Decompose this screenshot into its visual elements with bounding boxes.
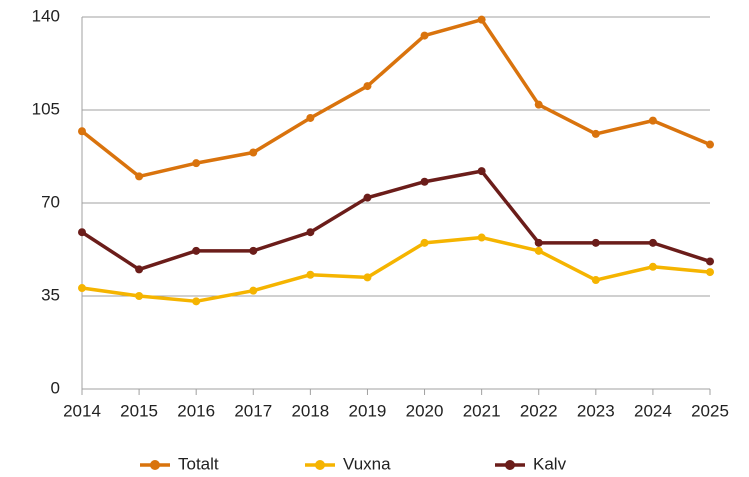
point (591, 276, 600, 285)
point (648, 116, 657, 125)
point (249, 286, 258, 295)
point (706, 268, 714, 277)
x-tick-label: 2016 (177, 401, 215, 420)
y-tick-label: 105 (32, 99, 60, 118)
legend-marker (505, 460, 515, 470)
y-tick-label: 70 (41, 192, 60, 211)
legend-marker (150, 460, 160, 470)
x-tick-label: 2014 (63, 401, 101, 420)
point (249, 246, 258, 255)
point (534, 238, 543, 247)
point (648, 262, 657, 271)
legend-label: Kalv (533, 454, 567, 473)
x-tick-label: 2024 (634, 401, 672, 420)
point (706, 140, 714, 149)
x-tick-label: 2025 (691, 401, 729, 420)
point (135, 292, 144, 300)
point (135, 172, 144, 181)
point (648, 238, 657, 247)
point (420, 31, 429, 40)
point (249, 148, 258, 157)
point (306, 270, 315, 279)
point (534, 100, 543, 109)
point (78, 127, 86, 136)
point (192, 297, 201, 306)
point (135, 265, 144, 274)
point (420, 177, 429, 186)
y-tick-label: 35 (41, 285, 60, 304)
point (78, 228, 86, 237)
point (192, 246, 201, 255)
point (363, 82, 372, 91)
point (306, 228, 315, 237)
y-tick-label: 140 (32, 6, 60, 25)
point (706, 257, 714, 266)
line (81, 169, 711, 272)
point (477, 233, 486, 242)
point (591, 238, 600, 247)
legend-label: Totalt (178, 454, 219, 473)
point (420, 238, 429, 247)
point (306, 113, 315, 122)
x-tick-label: 2017 (234, 401, 272, 420)
point (477, 167, 486, 176)
x-tick-label: 2022 (520, 401, 558, 420)
x-tick-label: 2019 (349, 401, 387, 420)
y-tick-label: 0 (51, 378, 60, 397)
legend-label: Vuxna (343, 454, 391, 473)
x-tick-label: 2015 (120, 401, 158, 420)
point (78, 284, 86, 293)
x-tick-label: 2021 (463, 401, 501, 420)
point (363, 273, 372, 282)
x-tick-label: 2023 (577, 401, 615, 420)
x-tick-label: 2018 (291, 401, 329, 420)
line (80, 17, 711, 179)
legend-marker (315, 460, 325, 470)
point (363, 193, 372, 202)
point (534, 246, 543, 255)
x-tick-label: 2020 (406, 401, 444, 420)
point (477, 15, 486, 24)
line (81, 235, 711, 304)
point (591, 129, 600, 138)
point (192, 159, 201, 168)
